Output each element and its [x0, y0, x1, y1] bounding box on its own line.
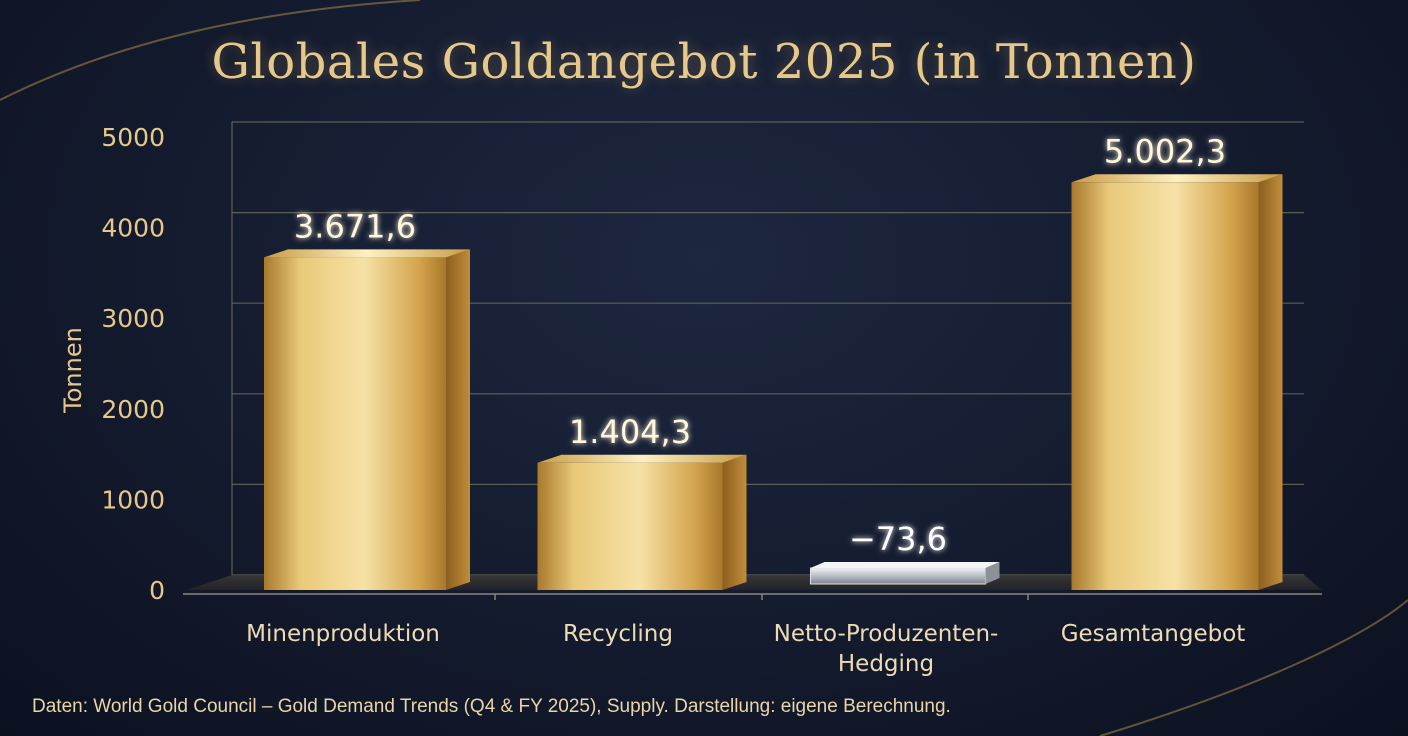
x-tick-label: Minenproduktion [246, 621, 440, 647]
bar-3 [1071, 182, 1259, 591]
y-tick-label: 0 [149, 576, 165, 605]
chart-floor [187, 575, 1322, 590]
bar-top-3 [1071, 174, 1283, 183]
bar-top-2 [810, 562, 1000, 568]
decor-swoosh [0, 0, 421, 101]
bar-side-1 [722, 454, 747, 590]
bar-side-3 [1258, 174, 1283, 591]
data-label: 3.671,6 [294, 207, 416, 245]
data-label: 1.404,3 [569, 413, 691, 451]
bar-top-1 [537, 454, 747, 463]
bar-side-2 [985, 562, 1000, 584]
y-tick-label: 2000 [101, 395, 165, 424]
bar-2 [810, 567, 986, 585]
bar-top-0 [264, 249, 470, 258]
y-tick-label: 5000 [101, 123, 165, 152]
x-tick-label: Netto-Produzenten- [774, 621, 999, 647]
y-tick-label: 3000 [101, 304, 165, 333]
decor-swoosh [1099, 599, 1408, 736]
chart-title: Globales Goldangebot 2025 (in Tonnen) [211, 34, 1197, 90]
data-label: −73,6 [849, 520, 947, 558]
y-tick-label: 4000 [101, 214, 165, 243]
source-footnote: Daten: World Gold Council – Gold Demand … [32, 696, 951, 717]
bar-0 [264, 257, 446, 590]
bar-side-0 [446, 249, 470, 591]
x-tick-label: Hedging [838, 651, 934, 677]
bar-1 [537, 462, 723, 590]
y-tick-label: 1000 [101, 485, 165, 514]
x-tick-label: Recycling [563, 621, 673, 647]
x-tick-label: Gesamtangebot [1061, 621, 1246, 647]
data-label: 5.002,3 [1104, 132, 1226, 170]
